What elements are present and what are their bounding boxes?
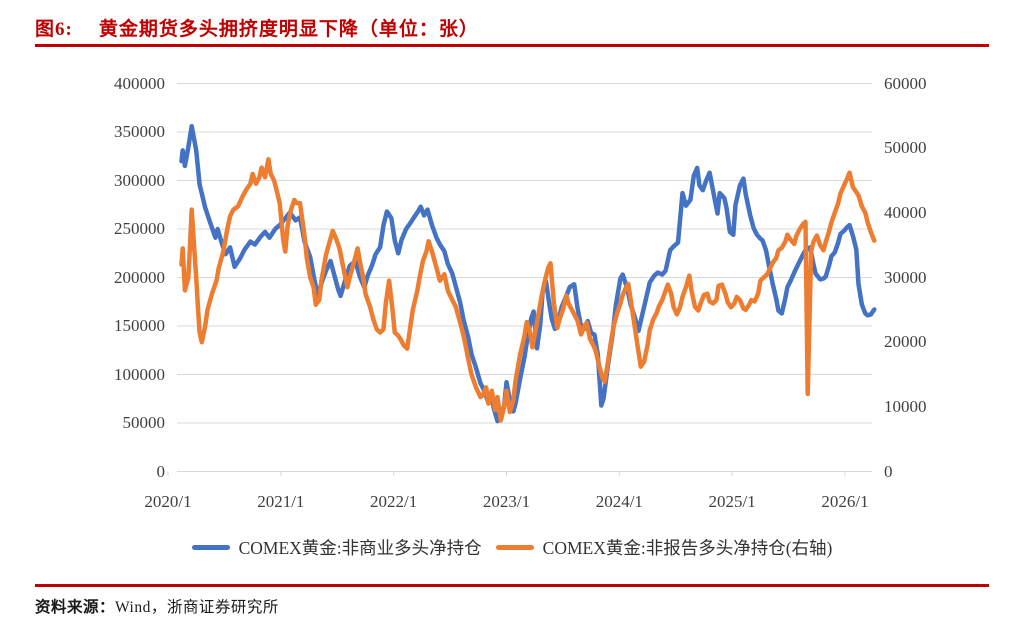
legend-swatch-blue [191, 545, 230, 550]
y-axis-right-tick-label: 50000 [884, 138, 927, 158]
x-axis-tick-label: 2020/1 [144, 491, 192, 511]
x-axis-tick-label: 2026/1 [821, 491, 869, 511]
chart-legend: COMEX黄金:非商业多头净持仓 COMEX黄金:非报告多头净持仓(右轴) [0, 535, 1024, 560]
y-axis-left-tick-label: 50000 [122, 413, 166, 432]
y-axis-left-tick-label: 100000 [114, 364, 165, 384]
y-axis-left-tick-label: 150000 [114, 316, 165, 335]
y-axis-right-tick-label: 60000 [884, 73, 927, 93]
source-line: 资料来源：Wind，浙商证券研究所 [35, 595, 279, 617]
y-axis-left-tick-label: 350000 [114, 122, 165, 141]
legend-label-noncommercial: COMEX黄金:非商业多头净持仓 [238, 538, 482, 558]
header-rule [35, 44, 989, 47]
y-axis-left-tick-label: 250000 [114, 219, 165, 238]
legend-swatch-orange [495, 545, 534, 550]
footer-rule [35, 584, 989, 587]
series-line-nonreportable [179, 156, 877, 423]
x-axis-tick-label: 2025/1 [708, 491, 756, 511]
y-axis-left-tick-label: 400000 [114, 73, 165, 93]
source-label: 资料来源： [35, 599, 116, 616]
x-axis-tick-label: 2024/1 [595, 491, 643, 511]
figure-header: 图6: 黄金期货多头拥挤度明显下降（单位：张） [35, 14, 989, 41]
x-axis-tick-label: 2023/1 [482, 491, 531, 511]
y-axis-left-tick-label: 300000 [114, 170, 165, 190]
y-axis-left-tick-label: 200000 [114, 267, 165, 287]
source-text: Wind，浙商证券研究所 [115, 599, 279, 616]
x-axis-tick-label: 2021/1 [257, 491, 305, 511]
y-axis-right-tick-label: 40000 [884, 202, 927, 222]
y-axis-right-tick-label: 30000 [884, 267, 927, 287]
legend-label-nonreportable: COMEX黄金:非报告多头净持仓(右轴) [542, 538, 833, 558]
y-axis-right-tick-label: 20000 [884, 332, 927, 352]
series-line-noncommercial [179, 123, 877, 424]
y-axis-right-tick-label: 10000 [884, 396, 927, 416]
legend-item-nonreportable: COMEX黄金:非报告多头净持仓(右轴) [495, 535, 833, 560]
x-axis-tick-label: 2022/1 [370, 491, 418, 511]
legend-item-noncommercial: COMEX黄金:非商业多头净持仓 [191, 535, 482, 560]
figure-label: 图6: [35, 19, 73, 40]
y-axis-left-tick-label: 0 [156, 461, 166, 481]
chart-title: 黄金期货多头拥挤度明显下降（单位：张） [98, 19, 479, 40]
y-axis-right-tick-label: 0 [884, 461, 893, 481]
